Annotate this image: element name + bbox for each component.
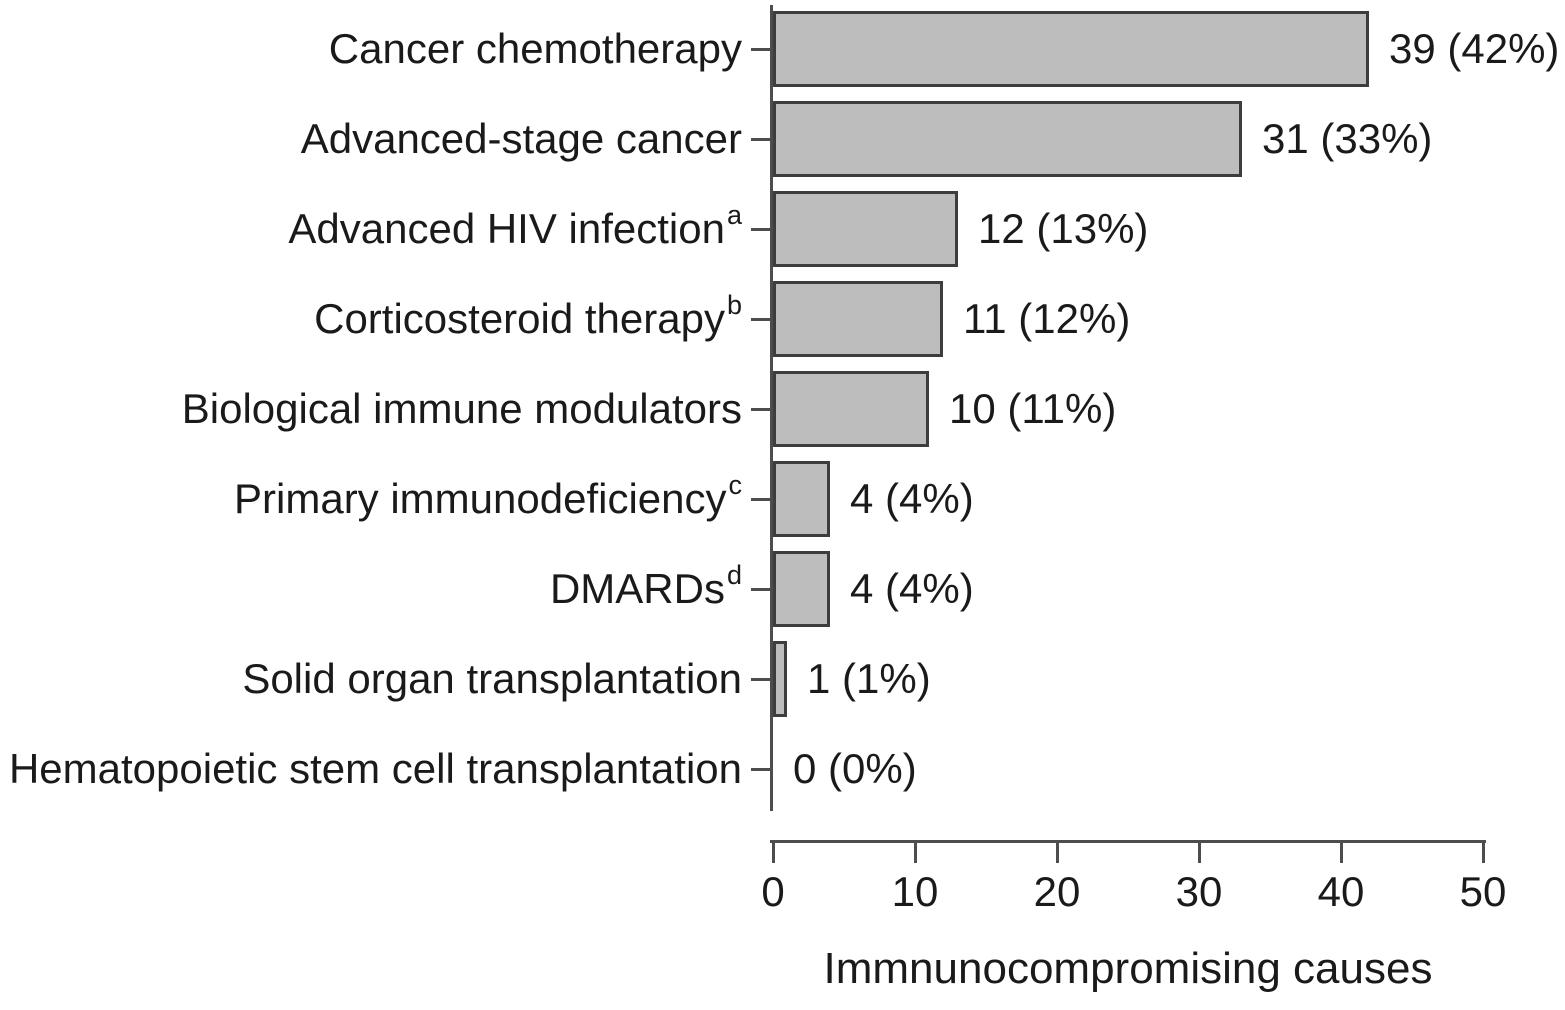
category-label: Biological immune modulators bbox=[182, 371, 742, 447]
category-label-text: Corticosteroid therapy bbox=[314, 295, 725, 342]
bar bbox=[773, 191, 958, 267]
category-label-text: Solid organ transplantation bbox=[242, 655, 742, 702]
value-label: 1 (1%) bbox=[807, 655, 931, 702]
x-tick-label: 30 bbox=[1175, 868, 1223, 915]
x-tick-label: 20 bbox=[1033, 868, 1081, 915]
y-tick bbox=[751, 138, 771, 141]
value-label: 4 (4%) bbox=[850, 565, 974, 612]
y-tick bbox=[751, 498, 771, 501]
x-tick bbox=[1197, 840, 1201, 863]
x-tick-label: 10 bbox=[891, 868, 939, 915]
y-tick bbox=[751, 678, 771, 681]
x-tick bbox=[1481, 840, 1485, 863]
y-axis-line bbox=[770, 5, 773, 811]
category-label-text: Cancer chemotherapy bbox=[328, 25, 742, 72]
y-tick bbox=[751, 588, 771, 591]
value-label: 4 (4%) bbox=[850, 475, 974, 522]
x-tick bbox=[913, 840, 917, 863]
x-axis-title: Immnunocompromising causes bbox=[823, 944, 1433, 993]
x-axis-line bbox=[770, 840, 1486, 843]
x-tick-label: 40 bbox=[1317, 868, 1365, 915]
category-label: Primary immunodeficiency c bbox=[234, 470, 742, 523]
bar bbox=[773, 281, 943, 357]
category-label: Cancer chemotherapy bbox=[329, 11, 742, 87]
category-label: Solid organ transplantation bbox=[242, 641, 742, 717]
bar bbox=[773, 461, 830, 537]
category-label-text: Biological immune modulators bbox=[181, 385, 742, 432]
y-tick bbox=[751, 408, 771, 411]
category-label: Corticosteroid therapy b bbox=[314, 290, 742, 343]
value-label: 12 (13%) bbox=[978, 205, 1149, 252]
category-label: Advanced-stage cancer bbox=[301, 101, 742, 177]
category-label-text: Primary immunodeficiency bbox=[234, 475, 727, 522]
value-label: 10 (11%) bbox=[949, 385, 1117, 432]
x-tick bbox=[1339, 840, 1343, 863]
y-tick bbox=[751, 48, 771, 51]
x-tick-label: 50 bbox=[1459, 868, 1507, 915]
category-label: Hematopoietic stem cell transplantation bbox=[9, 731, 742, 807]
y-tick bbox=[751, 318, 771, 321]
value-label: 11 (12%) bbox=[963, 295, 1131, 342]
y-tick bbox=[751, 768, 771, 771]
x-tick bbox=[1055, 840, 1059, 863]
bar bbox=[773, 641, 787, 717]
bar bbox=[773, 101, 1242, 177]
category-label-text: Advanced HIV infection bbox=[288, 205, 725, 252]
category-label-text: Advanced-stage cancer bbox=[300, 115, 742, 162]
category-label-text: DMARDs bbox=[549, 565, 725, 612]
value-label: 0 (0%) bbox=[793, 745, 917, 792]
value-label: 39 (42%) bbox=[1389, 25, 1560, 72]
x-tick-label: 0 bbox=[761, 868, 785, 915]
category-label: DMARDs d bbox=[549, 560, 742, 613]
x-tick bbox=[771, 840, 775, 863]
category-label: Advanced HIV infection a bbox=[288, 200, 742, 253]
y-tick bbox=[751, 228, 771, 231]
category-label-text: Hematopoietic stem cell transplantation bbox=[8, 745, 742, 792]
bar bbox=[773, 371, 929, 447]
bar bbox=[773, 11, 1369, 87]
value-label: 31 (33%) bbox=[1262, 115, 1433, 162]
bar bbox=[773, 551, 830, 627]
